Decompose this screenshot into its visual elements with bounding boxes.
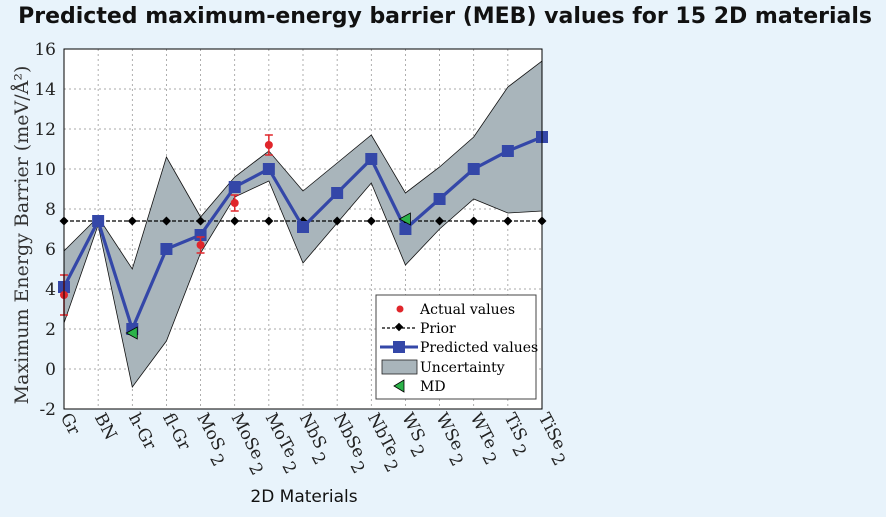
actual-point [196, 241, 205, 249]
predicted-point [126, 323, 139, 335]
predicted-point [160, 243, 173, 255]
legend-uncertainty-label: Uncertainty [420, 360, 505, 376]
y-tick-label: 8 [45, 200, 56, 220]
legend-predicted-marker [393, 341, 405, 353]
prior-point [332, 216, 342, 226]
prior-point [230, 216, 240, 226]
prior-point [161, 216, 171, 226]
x-axis-label: 2D Materials [250, 487, 358, 507]
x-tick-label: BN [90, 410, 121, 444]
predicted-point [433, 193, 446, 205]
plot-frame [63, 48, 543, 410]
y-tick-label: 0 [45, 360, 56, 380]
x-tick-label: h-Gr [124, 410, 160, 454]
y-tick-label: 4 [45, 280, 56, 300]
x-tick-label: WS2 [390, 410, 435, 461]
legend-prior-label: Prior [420, 321, 456, 337]
legend-uncertainty-swatch [381, 359, 418, 375]
actual-point [264, 141, 273, 149]
predicted-point [297, 221, 309, 233]
legend-actual-marker [396, 305, 404, 313]
legend: Actual values Prior Predicted values Unc… [375, 294, 538, 400]
y-tick-label: 16 [34, 40, 56, 60]
md-layer [125, 212, 411, 340]
predicted-point [262, 163, 275, 175]
prior-point [264, 216, 274, 226]
legend-prior-marker [394, 322, 404, 332]
y-tick-label: -2 [39, 400, 56, 420]
actual-point [230, 199, 239, 207]
predicted-point [92, 215, 105, 227]
predicted-point [194, 229, 207, 241]
y-axis-label: Maximum Energy Barrier (meV/Å²) [11, 66, 33, 405]
y-tick-label: 10 [34, 160, 56, 180]
x-tick-label: fl-Gr [158, 410, 194, 454]
legend-md-label: MD [420, 379, 446, 395]
md-point [398, 212, 411, 226]
predicted-point [467, 163, 480, 175]
y-tick-labels: -2 0 2 4 6 8 10 12 14 16 [34, 40, 56, 420]
x-tick-label: Gr [56, 410, 84, 439]
legend-actual-label: Actual values [419, 302, 515, 318]
y-tick-label: 14 [34, 80, 56, 100]
y-tick-label: 12 [34, 120, 56, 140]
legend-md-marker [393, 379, 405, 393]
y-tick-label: 6 [45, 240, 56, 260]
y-tick-label: 2 [45, 320, 56, 340]
predicted-point [501, 145, 514, 157]
predicted-point [399, 223, 412, 235]
prior-point [127, 216, 137, 226]
md-point [125, 326, 138, 340]
prior-point [366, 216, 376, 226]
prior-point [469, 216, 479, 226]
x-tick-label: TiS2 [493, 410, 538, 460]
prior-point [435, 216, 445, 226]
predicted-point [228, 181, 241, 193]
x-tick-label: TiSe2 [527, 410, 576, 469]
predicted-point [365, 153, 378, 165]
chart-title: Predicted maximum-energy barrier (MEB) v… [18, 4, 872, 29]
legend-predicted-label: Predicted values [420, 340, 538, 356]
prior-point [503, 216, 513, 226]
predicted-layer [58, 131, 548, 335]
prior-point [196, 216, 206, 226]
predicted-point [331, 187, 344, 199]
